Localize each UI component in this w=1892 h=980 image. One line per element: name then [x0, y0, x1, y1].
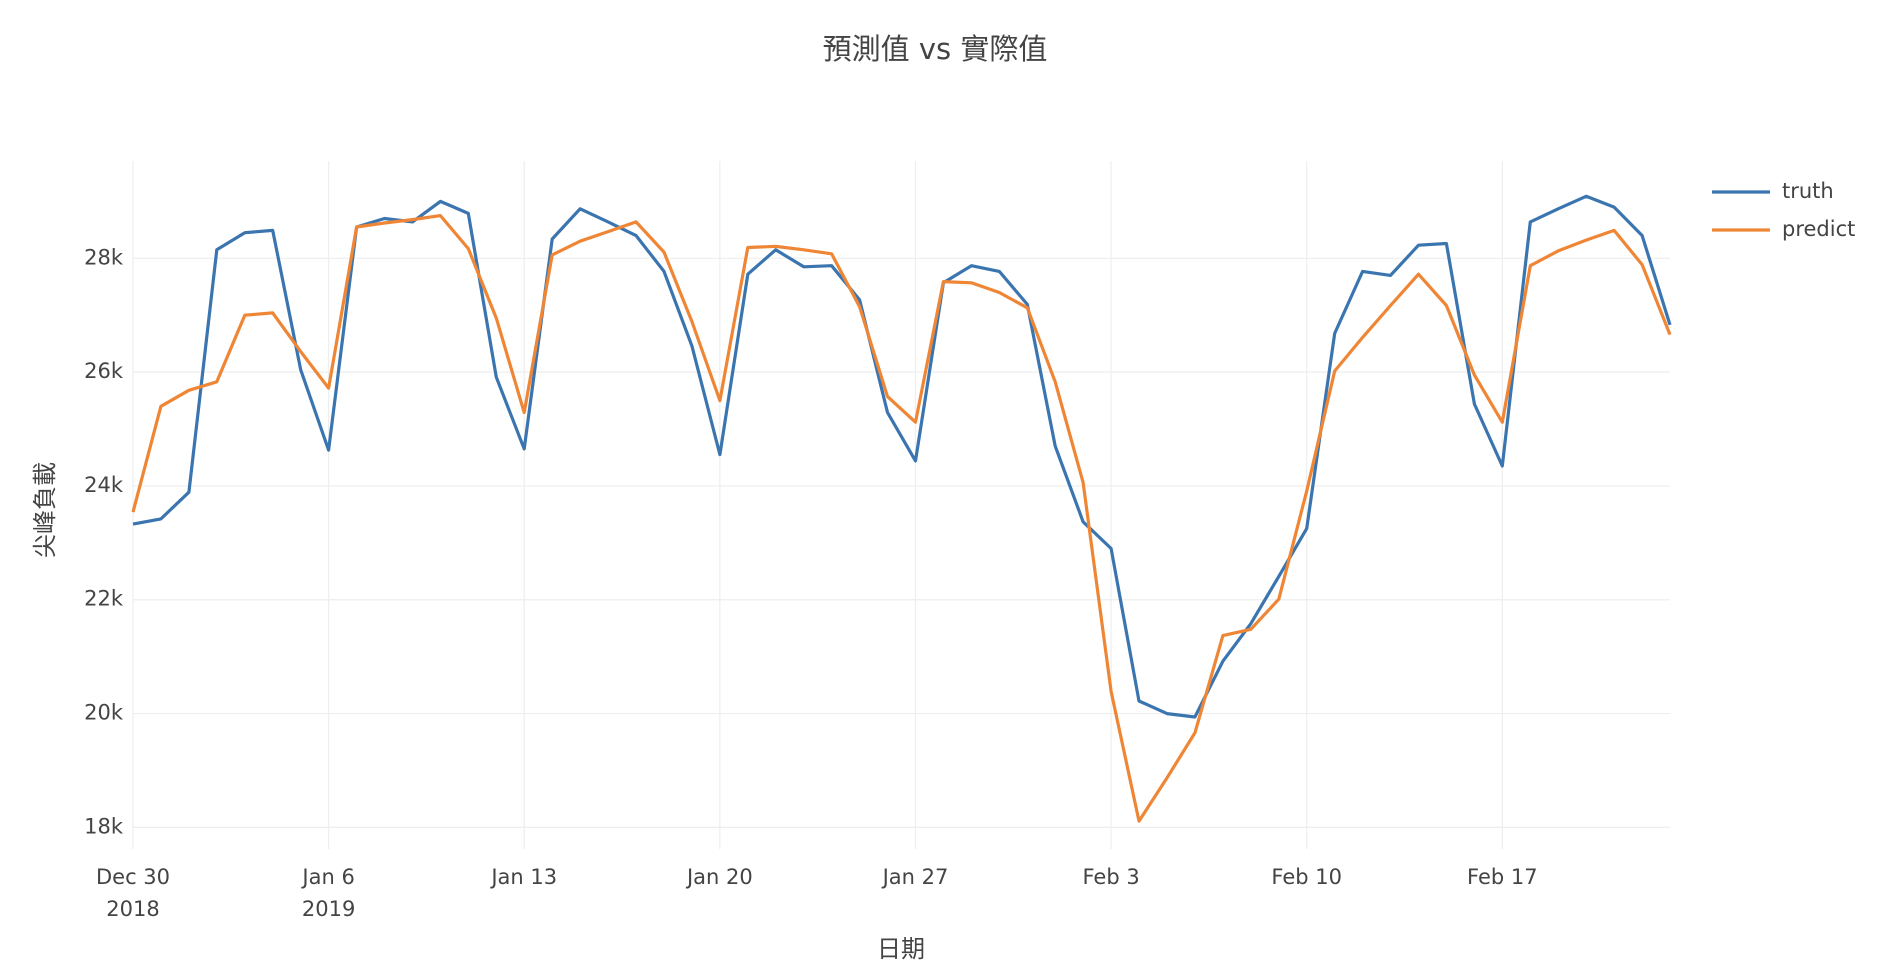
x-axis-label: 日期 — [877, 935, 925, 963]
y-axis-label: 尖峰負載 — [31, 462, 59, 558]
x-tick-label: Jan 6 2019 — [301, 865, 356, 921]
legend-label: truth — [1782, 179, 1834, 203]
legend-label: predict — [1782, 217, 1855, 241]
y-tick-label: 26k — [84, 359, 124, 383]
x-tick-label: Dec 30 2018 — [95, 865, 171, 921]
x-tick-label: Jan 20 — [686, 865, 753, 889]
chart-title: 預測值 vs 實際值 — [823, 32, 1048, 66]
y-tick-label: 22k — [84, 587, 124, 611]
x-tick-label: Jan 27 — [882, 865, 949, 889]
x-tick-label: Feb 10 — [1271, 865, 1342, 889]
x-tick-label: Jan 13 — [491, 865, 558, 889]
line-predict — [131, 214, 1672, 823]
x-tick-label: Feb 3 — [1082, 865, 1140, 889]
y-tick-label: 28k — [84, 245, 124, 269]
y-tick-label: 20k — [84, 701, 124, 725]
y-tick-label: 24k — [84, 473, 124, 497]
x-tick-label: Feb 17 — [1467, 865, 1538, 889]
line-truth — [132, 194, 1672, 719]
y-tick-label: 18k — [84, 814, 124, 838]
